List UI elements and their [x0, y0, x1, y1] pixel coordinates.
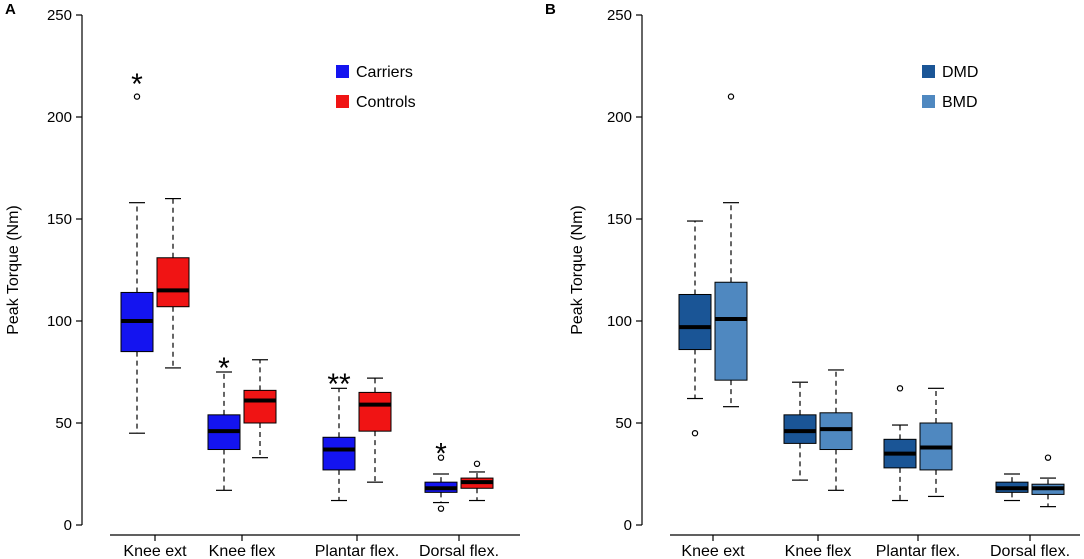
- box-rect: [783, 414, 817, 444]
- box-controls-3: [460, 460, 494, 502]
- y-tick-label: 250: [47, 7, 72, 24]
- outlier-point: [437, 454, 445, 461]
- box-rect: [358, 391, 392, 432]
- outlier-point: [473, 460, 481, 467]
- y-tick-label: 200: [607, 109, 632, 126]
- legend: Carriers Controls: [336, 64, 416, 111]
- box-dmd-1: [783, 381, 817, 481]
- y-tick-label: 0: [64, 517, 72, 534]
- y-tick-label: 200: [47, 109, 72, 126]
- y-tick-label: 50: [615, 415, 632, 432]
- outlier-point: [133, 93, 141, 100]
- y-tick-label: 150: [47, 211, 72, 228]
- y-tick-label: 50: [55, 415, 72, 432]
- box-rect: [322, 436, 356, 471]
- box-rect: [243, 389, 277, 424]
- category-label: Knee flex: [785, 543, 852, 559]
- legend-label: Carriers: [356, 64, 413, 81]
- box-carriers-3: [424, 454, 458, 512]
- panel-b: B 0 50 100 150 200 250 Peak Torque (Nm) Knee ext…: [545, 1, 1080, 559]
- box-carriers-2: [322, 387, 356, 502]
- significance-marker: **: [327, 368, 351, 401]
- category-label: Plantar flex.: [315, 543, 399, 559]
- y-tick-label: 250: [607, 7, 632, 24]
- y-axis-label: Peak Torque (Nm): [5, 205, 22, 335]
- outlier-point: [727, 93, 735, 100]
- box-rect: [819, 412, 853, 451]
- box-dmd-2: [883, 385, 917, 502]
- legend-swatch: [922, 65, 935, 78]
- outlier-point: [691, 430, 699, 437]
- legend-swatch: [336, 65, 349, 78]
- panel-a: A 0 50 100 150 200 250 Peak Torque (Nm) Knee ext…: [5, 1, 520, 559]
- box-controls-2: [358, 377, 392, 483]
- category-label: Plantar flex.: [876, 543, 960, 559]
- outlier-point: [1044, 454, 1052, 461]
- legend-swatch: [922, 95, 935, 108]
- category-label: Knee flex: [209, 543, 276, 559]
- box-bmd-0: [714, 93, 748, 408]
- box-controls-1: [243, 359, 277, 459]
- box-bmd-2: [919, 387, 953, 498]
- box-bmd-3: [1031, 454, 1065, 508]
- significance-marker: *: [218, 352, 230, 385]
- legend: DMD BMD: [922, 64, 978, 111]
- y-tick-label: 150: [607, 211, 632, 228]
- y-tick-label: 0: [624, 517, 632, 534]
- legend-label: DMD: [942, 64, 978, 81]
- y-tick-label: 100: [47, 313, 72, 330]
- category-label: Knee ext: [123, 543, 187, 559]
- box-controls-0: [156, 198, 190, 369]
- box-carriers-0: [120, 93, 154, 434]
- box-dmd-3: [995, 473, 1029, 502]
- legend-label: Controls: [356, 94, 416, 111]
- outlier-point: [437, 505, 445, 512]
- category-label: Dorsal flex.: [990, 543, 1070, 559]
- y-tick-label: 100: [607, 313, 632, 330]
- significance-marker: *: [435, 437, 447, 470]
- legend-label: BMD: [942, 94, 978, 111]
- category-label: Dorsal flex.: [419, 543, 499, 559]
- significance-marker: *: [131, 68, 143, 101]
- box-rect: [156, 257, 190, 308]
- legend-swatch: [336, 95, 349, 108]
- box-dmd-0: [678, 220, 712, 437]
- panel-label: A: [5, 1, 16, 18]
- y-axis-label: Peak Torque (Nm): [569, 205, 586, 335]
- category-label: Knee ext: [681, 543, 745, 559]
- box-carriers-1: [207, 371, 241, 491]
- box-rect: [714, 281, 748, 381]
- panel-label: B: [545, 1, 556, 18]
- box-bmd-1: [819, 369, 853, 491]
- outlier-point: [896, 385, 904, 392]
- box-rect: [678, 293, 712, 351]
